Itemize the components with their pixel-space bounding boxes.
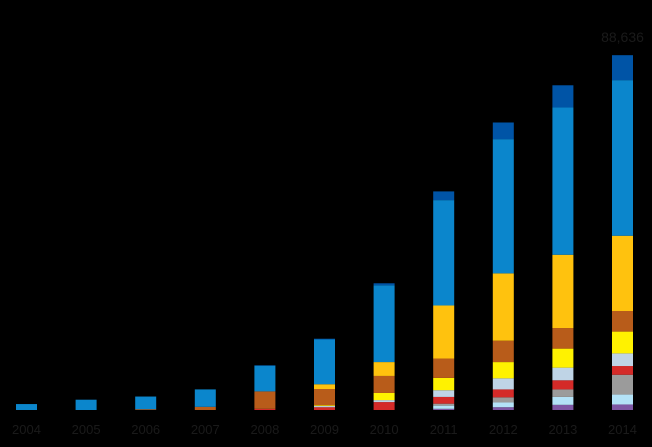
x-tick-label-2012: 2012 [489, 422, 518, 437]
bar-segment-2011-s3 [433, 396, 455, 404]
bar-segment-2012-s0 [492, 407, 514, 410]
bar-segment-2011-s8 [433, 200, 455, 306]
bar-segment-2008-s8 [254, 365, 276, 392]
bar-segment-2013-s8 [552, 107, 574, 255]
total-label-2014: 88,636 [601, 29, 644, 45]
x-tick-label-2006: 2006 [131, 422, 160, 437]
bar-segment-2012-s8 [492, 139, 514, 274]
bar-segment-2013-s3 [552, 380, 574, 390]
bar-segment-2012-s3 [492, 389, 514, 398]
bar-segment-2010-s9 [373, 283, 395, 286]
x-tick-label-2009: 2009 [310, 422, 339, 437]
bar-segment-2010-s7 [373, 362, 395, 376]
bar-segment-2010-s5 [373, 392, 395, 401]
bar-segment-2010-s4 [373, 400, 395, 403]
x-tick-label-2007: 2007 [191, 422, 220, 437]
x-tick-label-2008: 2008 [250, 422, 279, 437]
x-axis-ticks: 2004 2005 2006 2007 2008 2009 2010 2011 2012 2013… [12, 422, 637, 437]
bar-segment-2009-s3 [314, 407, 335, 410]
bar-segment-2012-s2 [492, 397, 514, 403]
bar-segment-2014-s3 [612, 366, 633, 375]
bar-segment-2005-s8 [75, 399, 97, 410]
bar-segment-2014-s2 [612, 374, 633, 395]
bar-segment-2006-s8 [135, 396, 157, 410]
bar-segment-2007-s8 [194, 389, 216, 407]
bar-segment-2008-s9 [254, 365, 276, 366]
bar-segment-2011-s0 [433, 408, 455, 410]
bar-segment-2011-s9 [433, 191, 455, 201]
bar-segment-2009-s8 [314, 339, 335, 385]
bar-segment-2009-s4 [314, 406, 335, 408]
bar-segment-2012-s9 [492, 122, 514, 140]
bar-segment-2014-s8 [612, 80, 633, 236]
bar-segment-2009-s7 [314, 384, 335, 390]
bar-segment-2008-s6 [254, 391, 276, 409]
bar-segment-2013-s4 [552, 367, 574, 381]
bars-layer [16, 55, 633, 410]
bar-segment-2014-s9 [612, 55, 633, 81]
bar-segment-2010-s3 [373, 402, 395, 410]
bar-segment-2010-s6 [373, 375, 395, 393]
bar-segment-2012-s5 [492, 362, 514, 379]
x-tick-label-2011: 2011 [430, 422, 458, 437]
bar-segment-2011-s5 [433, 377, 455, 391]
bar-segment-2013-s6 [552, 328, 574, 349]
bar-segment-2009-s6 [314, 389, 335, 406]
bar-segment-2006-s6 [135, 409, 157, 410]
bar-segment-2010-s8 [373, 285, 395, 363]
bar-segment-2012-s4 [492, 378, 514, 390]
bar-segment-2013-s7 [552, 254, 574, 329]
bar-segment-2008-s3 [254, 408, 276, 410]
bar-segment-2012-s7 [492, 273, 514, 341]
bar-segment-2013-s2 [552, 389, 574, 397]
bar-segment-2009-s5 [314, 405, 335, 407]
x-tick-label-2010: 2010 [370, 422, 399, 437]
bar-segment-2014-s6 [612, 311, 633, 332]
bar-segment-2012-s1 [492, 402, 514, 408]
x-tick-label-2014: 2014 [608, 422, 637, 437]
bar-segment-2014-s1 [612, 394, 633, 405]
bar-segment-2011-s1 [433, 405, 455, 409]
x-tick-label-2013: 2013 [548, 422, 577, 437]
bar-segment-2011-s2 [433, 403, 455, 406]
bar-segment-2013-s1 [552, 396, 574, 405]
bar-segment-2014-s4 [612, 353, 633, 367]
bar-segment-2013-s5 [552, 348, 574, 368]
data-labels: 88,636 [601, 29, 644, 45]
x-tick-label-2005: 2005 [72, 422, 101, 437]
bar-segment-2009-s9 [314, 338, 335, 340]
bar-segment-2011-s7 [433, 305, 455, 359]
bar-segment-2014-s0 [612, 404, 633, 410]
bar-segment-2013-s0 [552, 404, 574, 410]
bar-segment-2012-s6 [492, 340, 514, 363]
bar-segment-2013-s9 [552, 85, 574, 108]
x-tick-label-2004: 2004 [12, 422, 41, 437]
bar-segment-2011-s6 [433, 358, 455, 378]
bar-segment-2011-s4 [433, 390, 455, 397]
bar-segment-2007-s6 [194, 406, 216, 410]
bar-segment-2014-s5 [612, 331, 633, 354]
bar-segment-2014-s7 [612, 235, 633, 311]
bar-segment-2004-s8 [16, 404, 37, 410]
